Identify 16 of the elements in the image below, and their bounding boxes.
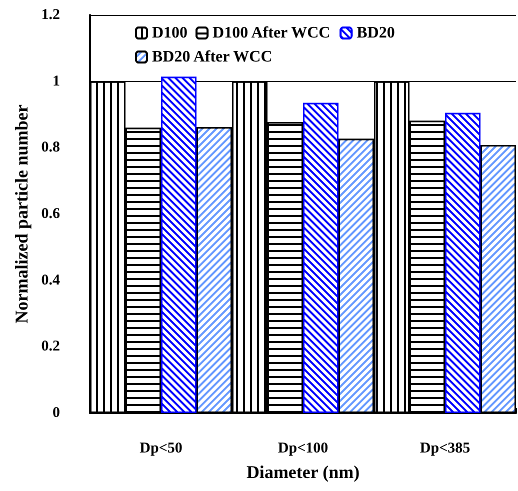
y-tick-label: 1	[52, 73, 60, 90]
x-tick-label: Dp<50	[140, 440, 182, 456]
x-tick-label: Dp<385	[420, 440, 470, 456]
y-axis-title: Normalized particle number	[11, 104, 32, 324]
legend-label: BD20	[356, 24, 395, 42]
y-tick-label: 1.2	[41, 7, 60, 23]
y-tick-label: 0.6	[41, 206, 60, 222]
y-tick-label: 0.4	[41, 272, 60, 288]
y-tick-label: 0.8	[41, 140, 60, 156]
x-tick-label: Dp<100	[278, 440, 328, 456]
legend-label: D100 After WCC	[212, 24, 330, 42]
legend-label: D100	[152, 24, 188, 42]
y-tick-label: 0.2	[41, 338, 60, 355]
legend-label: BD20 After WCC	[152, 48, 272, 66]
x-axis-title: Diameter (nm)	[246, 462, 360, 482]
y-tick-label: 0	[52, 405, 60, 421]
